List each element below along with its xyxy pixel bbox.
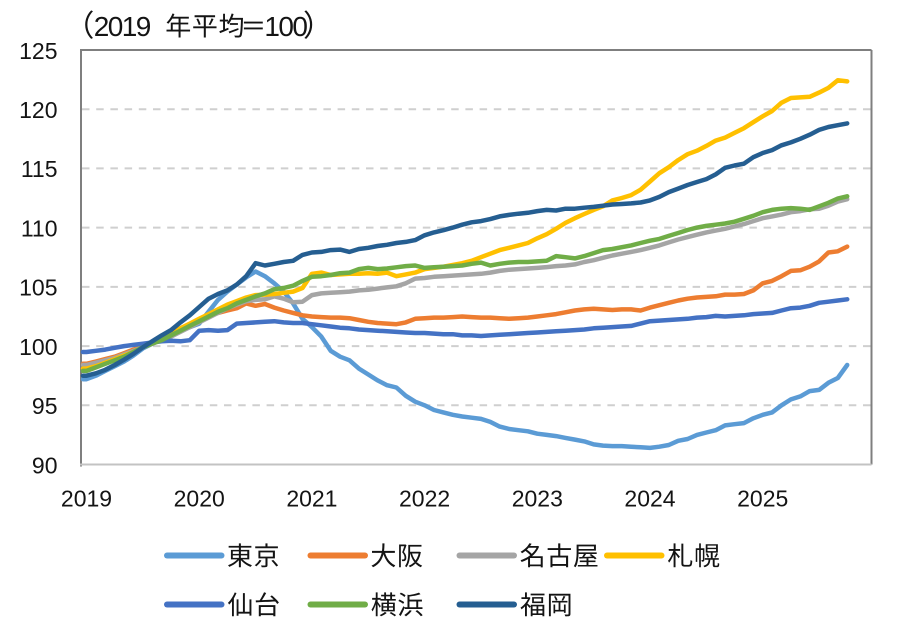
svg-text:2023: 2023 [512,486,563,512]
svg-text:120: 120 [19,97,57,123]
svg-text:90: 90 [32,452,58,478]
svg-text:2019: 2019 [94,11,151,42]
svg-text:2025: 2025 [737,486,788,512]
svg-text:2021: 2021 [286,486,337,512]
svg-text:105: 105 [19,275,57,301]
svg-text:2024: 2024 [624,486,675,512]
svg-text:115: 115 [21,156,58,182]
svg-text:2019: 2019 [61,486,112,512]
svg-text:100: 100 [264,11,307,42]
svg-text:2022: 2022 [399,486,450,512]
svg-text:95: 95 [32,393,58,419]
svg-text:125: 125 [19,38,57,64]
svg-text:110: 110 [21,215,58,241]
svg-text:2020: 2020 [174,486,225,512]
svg-text:100: 100 [19,334,57,360]
